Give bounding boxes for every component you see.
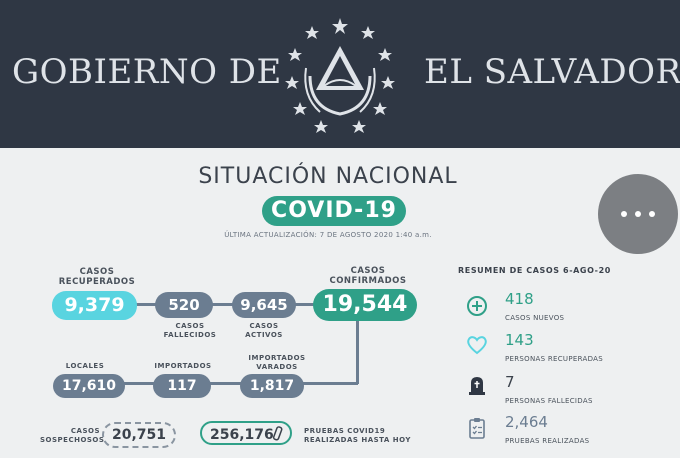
heart-icon — [467, 336, 487, 355]
summary-deaths-value: 7 — [505, 373, 515, 391]
page-title: SITUACIÓN NACIONAL — [198, 164, 458, 189]
sospechosos-value: 20,751 — [102, 422, 176, 448]
confirmados-value: 19,544 — [313, 289, 417, 321]
varados-label: IMPORTADOS VARADOS — [248, 354, 306, 371]
summary-title: RESUMEN DE CASOS 6-AGO-20 — [458, 266, 611, 275]
locales-label: LOCALES — [65, 362, 105, 370]
pruebas-value: 256,176 — [210, 427, 274, 443]
test-tube-icon — [272, 426, 283, 441]
connector-line — [356, 320, 359, 384]
last-updated-text: ÚLTIMA ACTUALIZACIÓN: 7 DE AGOSTO 2020 1… — [224, 231, 432, 239]
header-text-left: GOBIERNO DE — [12, 52, 282, 92]
sospechosos-label: CASOS SOSPECHOSOS — [40, 427, 105, 444]
summary-deaths-label: PERSONAS FALLECIDAS — [505, 397, 593, 405]
coat-of-arms-icon — [285, 18, 395, 133]
government-header: GOBIERNO DE EL SALVADOR — [0, 0, 680, 148]
connector-line — [124, 303, 314, 306]
fallecidos-label: CASOS FALLECIDOS — [163, 322, 217, 339]
activos-label: CASOS ACTIVOS — [245, 322, 283, 339]
recuperados-value: 9,379 — [52, 291, 137, 320]
activos-value: 9,645 — [232, 292, 296, 318]
confirmados-label: CASOS CONFIRMADOS — [329, 266, 407, 286]
summary-recovered-label: PERSONAS RECUPERADAS — [505, 355, 603, 363]
locales-value: 17,610 — [53, 374, 125, 398]
more-options-button[interactable] — [598, 174, 678, 254]
importados-label: IMPORTADOS — [154, 362, 212, 370]
plus-circle-icon — [467, 296, 487, 316]
connector-line — [120, 382, 358, 385]
pruebas-value-box: 256,176 — [200, 421, 292, 445]
summary-tests-label: PRUEBAS REALIZADAS — [505, 437, 590, 445]
header-text-right: EL SALVADOR — [424, 52, 680, 92]
summary-new-cases-label: CASOS NUEVOS — [505, 314, 565, 322]
recuperados-label: CASOS RECUPERADOS — [58, 267, 136, 287]
summary-new-cases-value: 418 — [505, 290, 534, 308]
fallecidos-value: 520 — [155, 292, 213, 318]
summary-tests-value: 2,464 — [505, 413, 548, 431]
tombstone-icon — [469, 377, 485, 395]
pruebas-label: PRUEBAS COVID19 REALIZADAS HASTA HOY — [304, 427, 411, 444]
importados-value: 117 — [153, 374, 211, 398]
covid-badge: COVID-19 — [262, 196, 406, 226]
summary-recovered-value: 143 — [505, 331, 534, 349]
clipboard-checklist-icon — [469, 418, 485, 439]
varados-value: 1,817 — [240, 374, 304, 398]
